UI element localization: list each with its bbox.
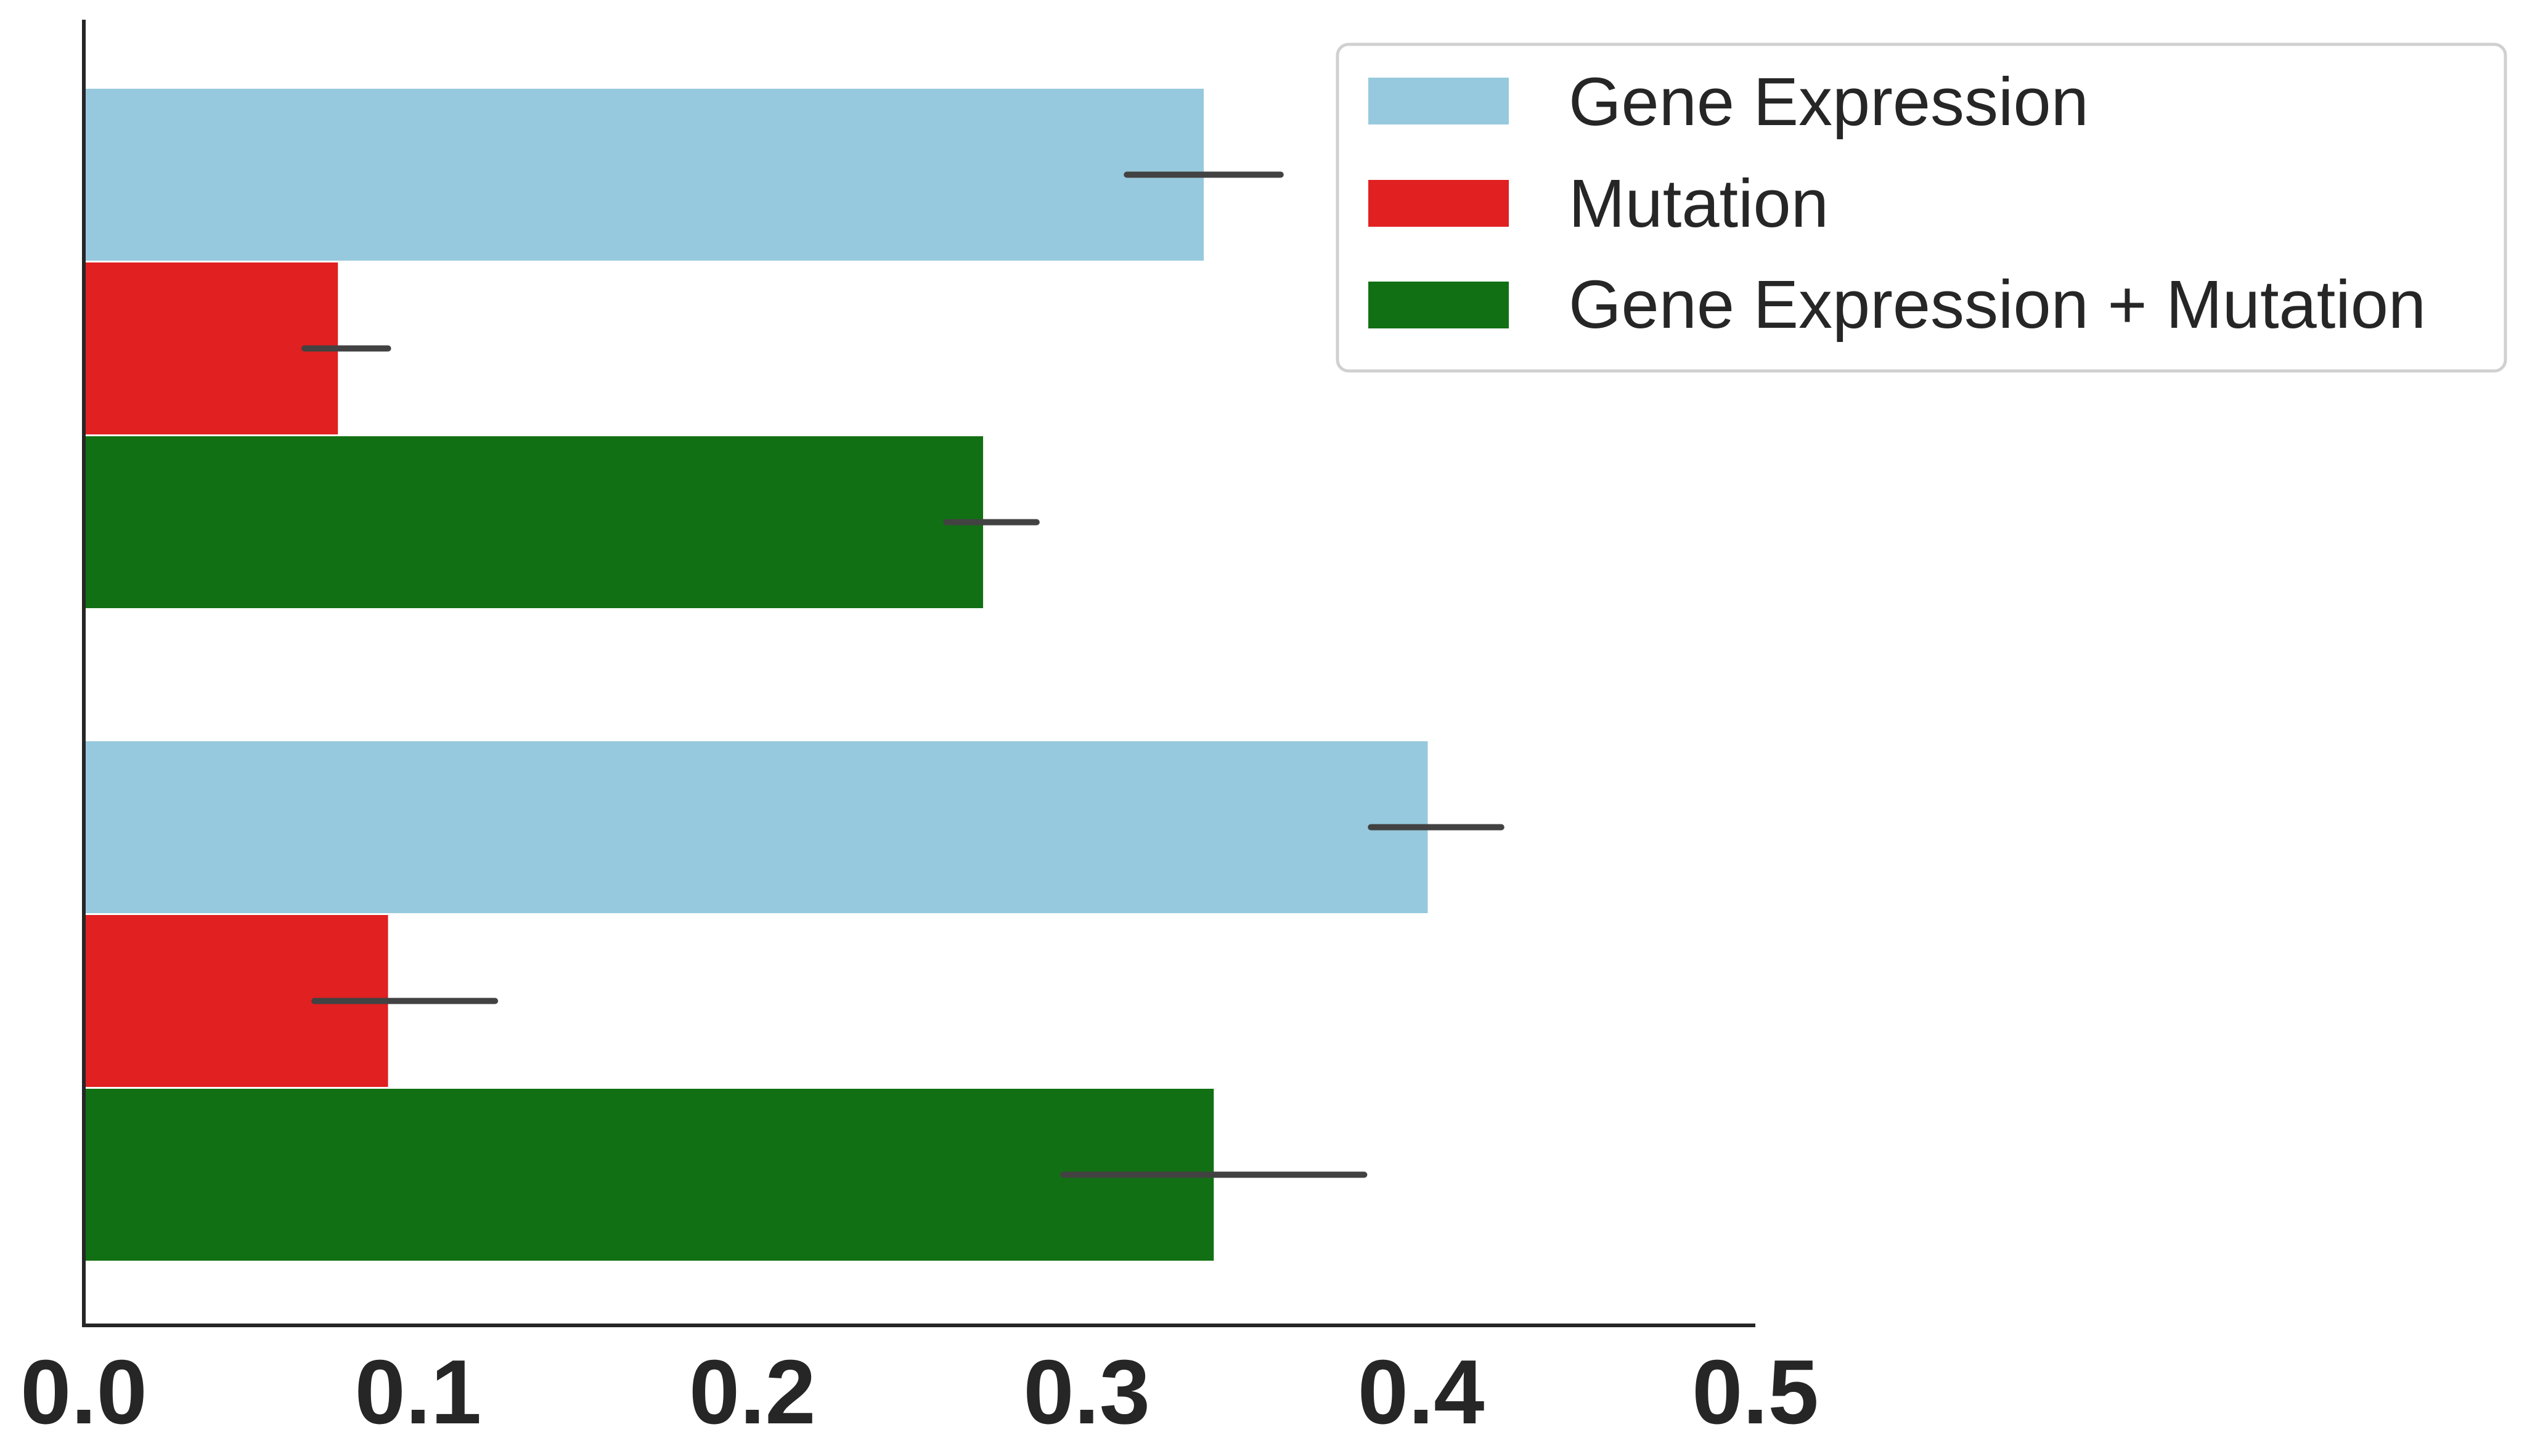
legend-label-gene-expression-mutation: Gene Expression + Mutation bbox=[1569, 267, 2426, 343]
x-tick-label: 0.0 bbox=[20, 1341, 147, 1443]
legend-swatch-mutation bbox=[1368, 180, 1509, 227]
x-tick-label: 0.3 bbox=[1023, 1341, 1150, 1443]
bar-gene-expression-group-2 bbox=[84, 741, 1428, 913]
legend: Gene Expression Mutation Gene Expression… bbox=[1336, 43, 2507, 373]
bars-layer bbox=[84, 89, 1428, 1261]
x-ticks: 0.0 0.1 0.2 0.3 0.4 0.5 bbox=[20, 1341, 1819, 1443]
legend-swatch-gene-expression bbox=[1368, 78, 1509, 124]
x-tick-label: 0.5 bbox=[1692, 1341, 1819, 1443]
error-bars-layer bbox=[301, 171, 1504, 1178]
legend-label-gene-expression: Gene Expression bbox=[1569, 64, 2089, 140]
bar-gene-expression-group-1 bbox=[84, 89, 1204, 261]
legend-label-mutation: Mutation bbox=[1569, 166, 1829, 242]
bar-mutation-group-1 bbox=[84, 262, 338, 434]
legend-frame bbox=[1336, 43, 2507, 373]
x-tick-label: 0.4 bbox=[1358, 1341, 1485, 1443]
x-tick-label: 0.2 bbox=[689, 1341, 816, 1443]
legend-swatch-gene-expression-mutation bbox=[1368, 282, 1509, 328]
bar-gene-expression-mutation-group-2 bbox=[84, 1089, 1214, 1261]
bar-gene-expression-mutation-group-1 bbox=[84, 436, 984, 608]
axes bbox=[82, 20, 1755, 1327]
x-tick-label: 0.1 bbox=[355, 1341, 482, 1443]
